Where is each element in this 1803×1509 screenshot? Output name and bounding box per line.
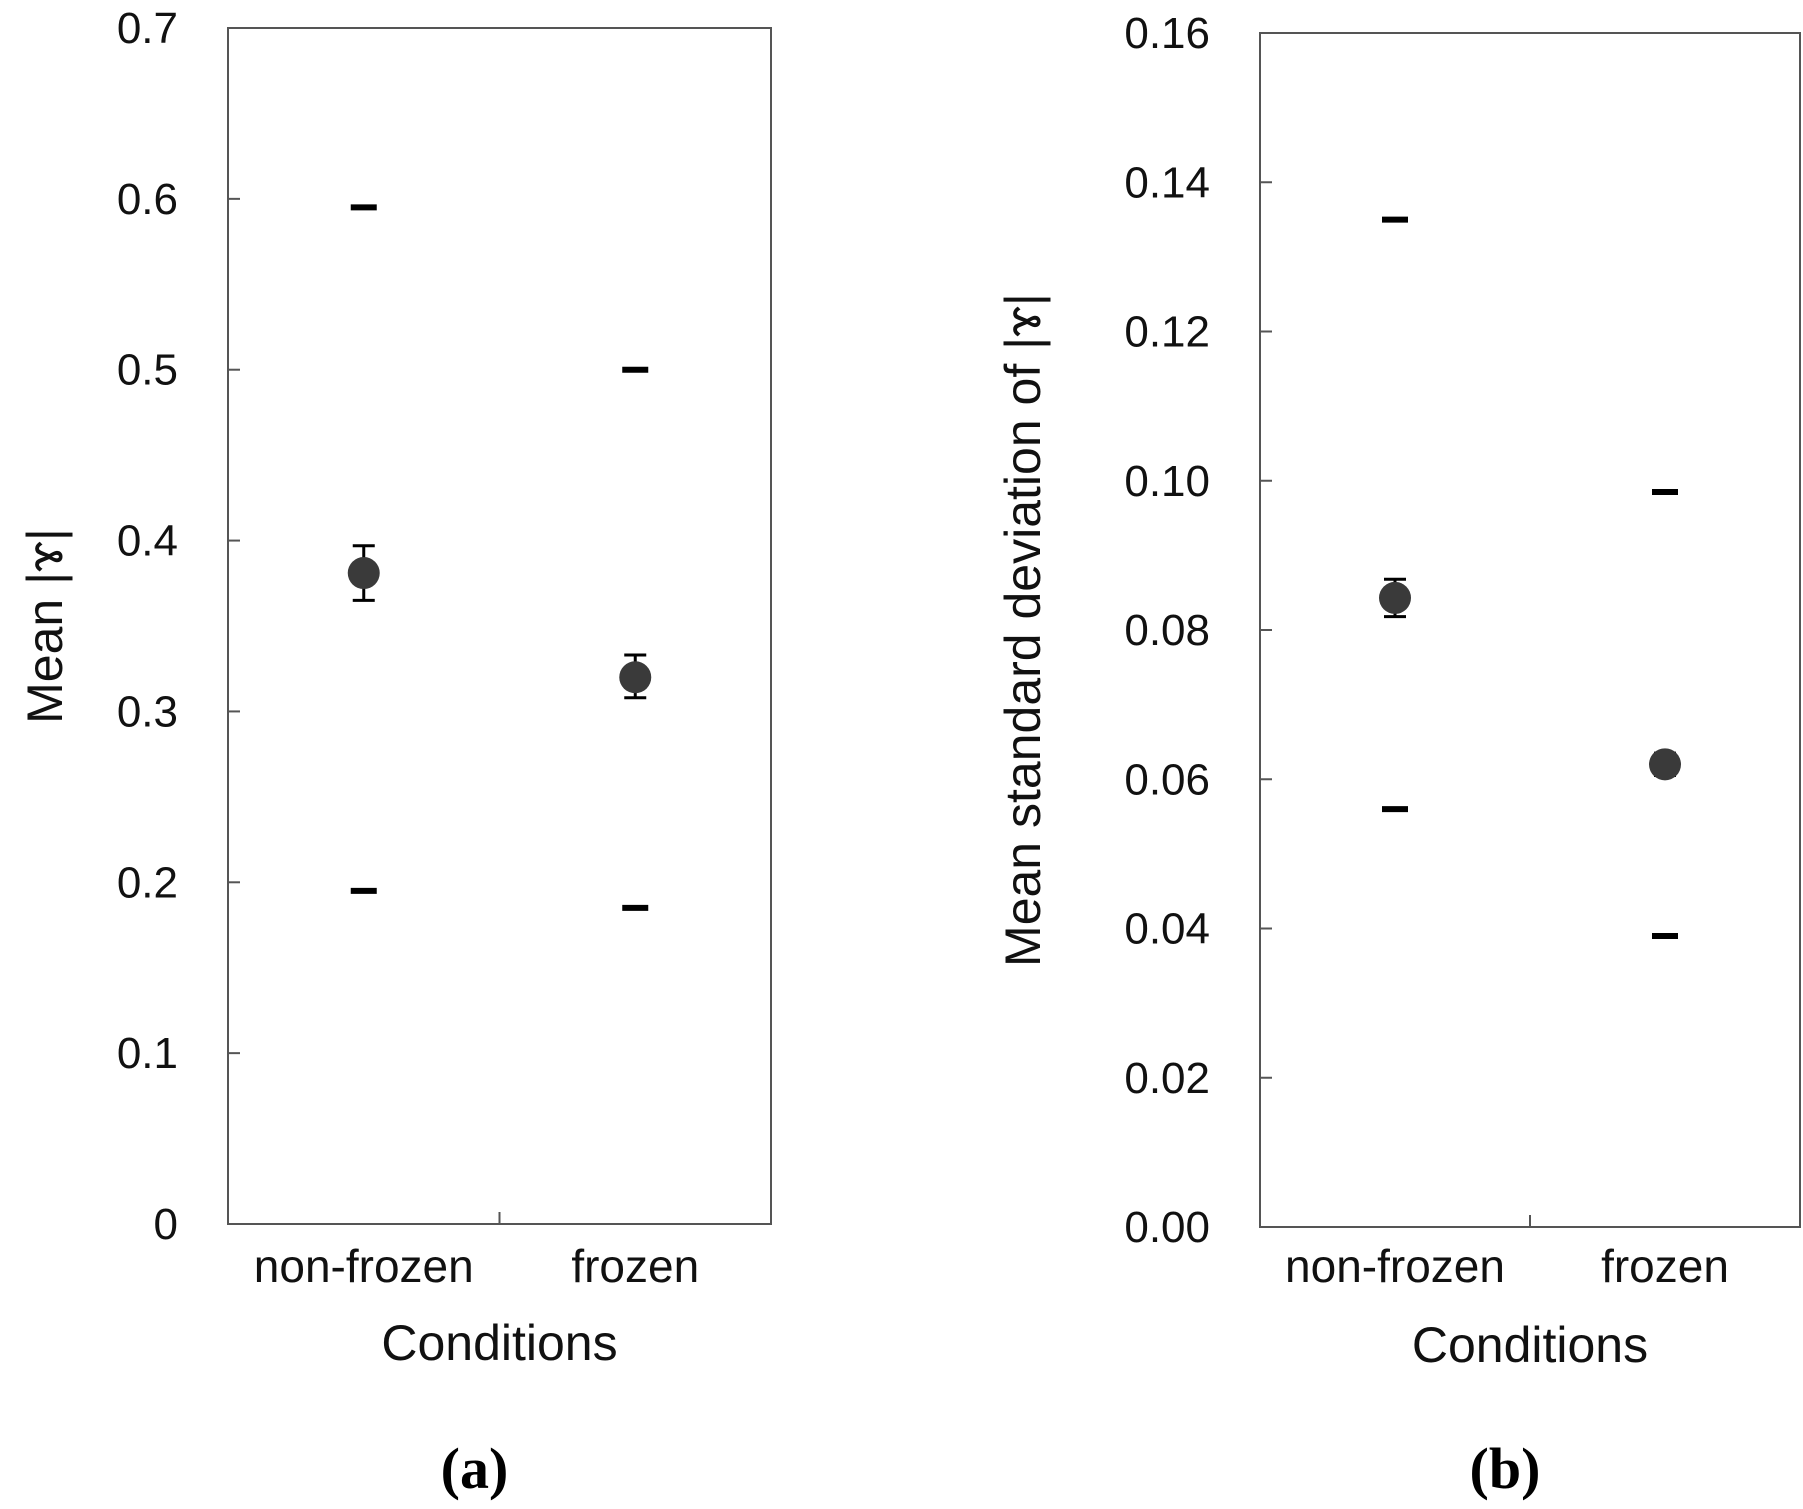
plot-frame [1259,32,1801,1228]
x-category-label: frozen [1601,1240,1729,1292]
x-axis-label: Conditions [1412,1317,1648,1373]
y-axis-label: Mean standard deviation of |ɤ| [995,293,1051,967]
mean-point [1379,581,1411,614]
y-tick-label: 0.04 [1124,905,1210,954]
mean-point [619,661,652,694]
y-tick-label: 0.4 [117,517,178,566]
x-axis-label: Conditions [381,1315,617,1371]
y-tick-label: 0.3 [117,687,178,736]
y-tick-label: 0.02 [1124,1054,1210,1103]
panel-label: (a) [441,1436,509,1501]
x-category-label: non-frozen [1285,1240,1505,1292]
y-tick-label: 0.7 [117,4,178,53]
mean-point [1649,748,1681,781]
y-tick-label: 0.06 [1124,755,1210,804]
panel-a: 0 0.1 0.2 0.3 0.4 0.5 0.6 0.7 non-frozen frozen Co… [17,4,772,1501]
panel-label: (b) [1470,1436,1541,1501]
y-tick-label: 0.08 [1124,606,1210,655]
y-tick-label: 0.10 [1124,457,1210,506]
y-tick-label: 0.14 [1124,158,1210,207]
y-tick-label: 0.5 [117,346,178,395]
y-tick-label: 0.2 [117,858,178,907]
x-category-label: non-frozen [254,1240,474,1292]
mean-point [347,557,380,590]
y-axis-label: Mean |ɤ| [17,528,73,724]
y-tick-label: 0.6 [117,175,178,224]
x-category-label: frozen [571,1240,699,1292]
y-tick-label: 0.00 [1124,1203,1210,1252]
y-tick-label: 0.1 [117,1029,178,1078]
y-tick-label: 0 [154,1200,178,1249]
plot-frame [227,27,772,1225]
y-tick-label: 0.12 [1124,308,1210,357]
panel-b: 0.00 0.02 0.04 0.06 0.08 0.10 0.12 0.14 0.16 non-… [995,9,1801,1501]
y-tick-label: 0.16 [1124,9,1210,58]
